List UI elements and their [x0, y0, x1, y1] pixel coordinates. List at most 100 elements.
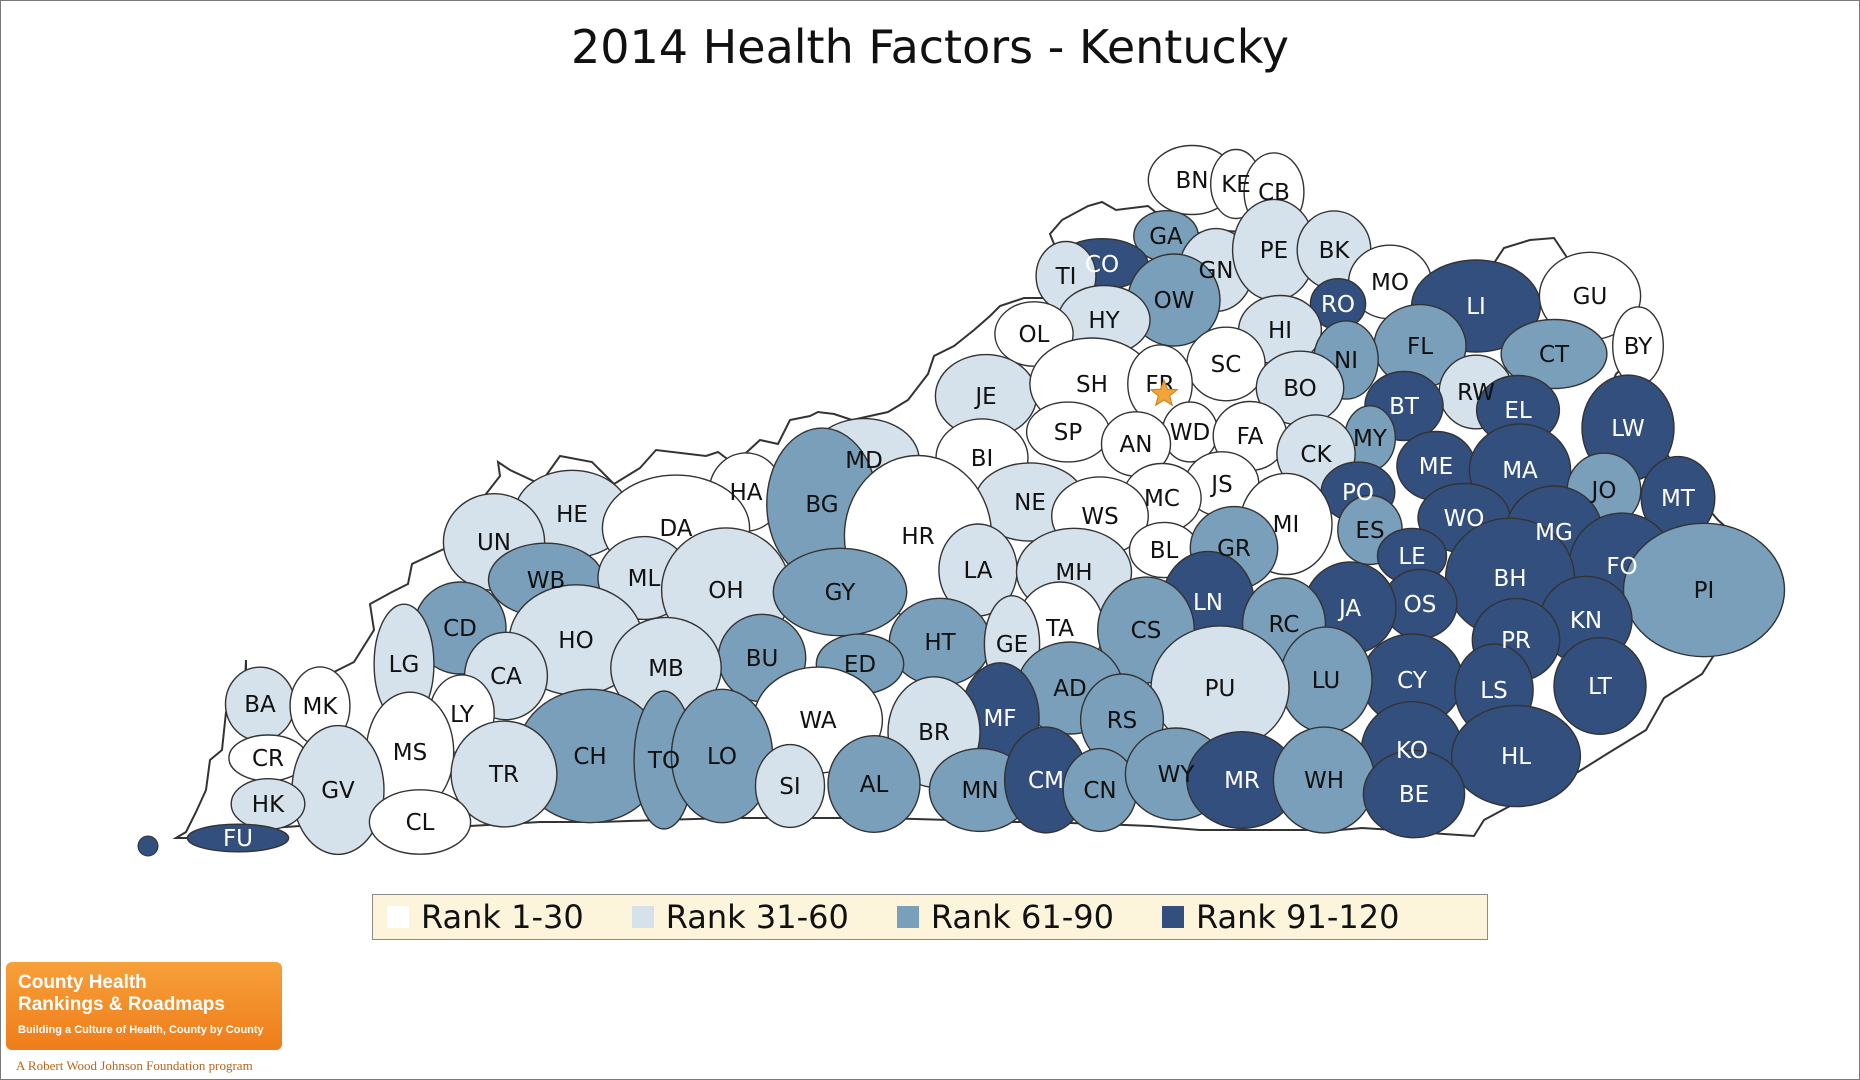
legend-item-rank-61-90: Rank 61-90: [896, 898, 1114, 936]
county-label-le: LE: [1398, 544, 1425, 570]
county-label-cl: CL: [406, 810, 435, 836]
county-label-ml: ML: [628, 566, 661, 592]
county-label-lo: LO: [707, 744, 737, 770]
county-label-po: PO: [1342, 480, 1374, 506]
county-label-ge: GE: [996, 632, 1028, 658]
county-label-ba: BA: [244, 692, 276, 718]
county-label-cr: CR: [252, 746, 284, 772]
county-label-cm: CM: [1028, 768, 1064, 794]
county-hl: [1450, 704, 1582, 808]
county-label-ht: HT: [924, 630, 956, 656]
county-label-wo: WO: [1444, 506, 1485, 532]
county-label-br: BR: [918, 720, 950, 746]
county-label-ol: OL: [1019, 322, 1050, 348]
county-label-el: EL: [1504, 398, 1532, 424]
county-label-ed: ED: [844, 652, 876, 678]
county-label-ls: LS: [1480, 678, 1507, 704]
county-label-ch: CH: [573, 744, 606, 770]
county-label-si: SI: [779, 774, 800, 800]
county-pi: [1622, 522, 1786, 658]
legend-swatch: [1161, 906, 1184, 928]
county-label-ti: TI: [1055, 264, 1077, 290]
county-label-pi: PI: [1694, 578, 1715, 604]
county-label-wh: WH: [1304, 768, 1344, 794]
county-label-cy: CY: [1397, 668, 1428, 694]
county-label-al: AL: [860, 772, 889, 798]
county-label-hy: HY: [1088, 308, 1120, 334]
county-label-wy: WY: [1158, 762, 1196, 788]
county-label-mc: MC: [1144, 486, 1180, 512]
county-label-ad: AD: [1053, 676, 1086, 702]
county-al: [827, 735, 921, 834]
county-label-bh: BH: [1493, 566, 1526, 592]
legend-swatch: [387, 906, 409, 928]
county-label-wd: WD: [1170, 420, 1210, 446]
county-label-pr: PR: [1501, 628, 1531, 654]
county-label-un: UN: [477, 530, 511, 556]
county-label-cs: CS: [1131, 618, 1162, 644]
county-label-ms: MS: [393, 740, 427, 766]
legend-label: Rank 61-90: [930, 898, 1114, 936]
county-label-ca: CA: [490, 664, 522, 690]
county-label-la: LA: [963, 558, 992, 584]
county-label-mr: MR: [1224, 768, 1260, 794]
logo-tagline: Building a Culture of Health, County by …: [18, 1024, 264, 1036]
county-label-je: JE: [973, 384, 996, 410]
logo-line-2: Rankings & Roadmaps: [18, 994, 225, 1015]
county-label-mk: MK: [303, 694, 339, 720]
county-tr: [450, 720, 558, 828]
legend-swatch: [896, 906, 919, 928]
county-label-be: BE: [1399, 782, 1429, 808]
county-label-ga: GA: [1149, 224, 1183, 250]
county-be: [1362, 749, 1466, 839]
county-label-pu: PU: [1205, 676, 1236, 702]
county-label-ck: CK: [1300, 442, 1332, 468]
county-label-bg: BG: [805, 492, 838, 518]
county-label-bt: BT: [1389, 394, 1420, 420]
county-label-mi: MI: [1273, 512, 1300, 538]
county-label-tr: TR: [488, 762, 519, 788]
county-label-ko: KO: [1396, 738, 1428, 764]
county-label-hr: HR: [901, 524, 934, 550]
county-label-bi: BI: [971, 446, 994, 472]
county-label-bo: BO: [1283, 376, 1316, 402]
county-label-my: MY: [1353, 426, 1388, 452]
county-label-md: MD: [845, 448, 883, 474]
county-label-ma: MA: [1502, 458, 1538, 484]
county-label-gv: GV: [321, 778, 355, 804]
county-fu: [186, 823, 290, 853]
county-label-es: ES: [1355, 518, 1384, 544]
county-label-ta: TA: [1045, 616, 1074, 642]
legend-label: Rank 91-120: [1195, 898, 1400, 936]
county-label-fa: FA: [1237, 424, 1264, 450]
county-label-he: HE: [556, 502, 588, 528]
county-label-gy: GY: [825, 580, 857, 606]
legend-item-rank-1-30: Rank 1-30: [387, 898, 584, 936]
county-ct: [1500, 318, 1608, 390]
legend-label: Rank 1-30: [421, 898, 584, 936]
county-label-wb: WB: [527, 568, 566, 594]
county-label-sc: SC: [1211, 352, 1242, 378]
county-label-hl: HL: [1501, 744, 1531, 770]
county-label-js: JS: [1209, 472, 1232, 498]
county-label-li: LI: [1466, 294, 1486, 320]
county-label-mn: MN: [961, 778, 998, 804]
county-label-ln: LN: [1193, 590, 1223, 616]
county-label-os: OS: [1404, 592, 1437, 618]
county-lt: [1553, 637, 1647, 736]
county-label-da: DA: [659, 516, 692, 542]
county-label-jo: JO: [1590, 478, 1617, 504]
county-label-ke: KE: [1221, 172, 1251, 198]
county-label-cb: CB: [1258, 180, 1290, 206]
county-label-fl: FL: [1407, 334, 1433, 360]
county-label-lt: LT: [1588, 674, 1613, 700]
legend-label: Rank 31-60: [665, 898, 849, 936]
county-cl: [368, 789, 472, 855]
county-label-ha: HA: [729, 480, 762, 506]
county-label-mo: MO: [1371, 270, 1409, 296]
county-label-kn: KN: [1570, 608, 1602, 634]
county-label-ni: NI: [1334, 348, 1358, 374]
county-label-mf: MF: [983, 706, 1016, 732]
legend-swatch: [631, 906, 654, 928]
county-label-pe: PE: [1260, 238, 1288, 264]
